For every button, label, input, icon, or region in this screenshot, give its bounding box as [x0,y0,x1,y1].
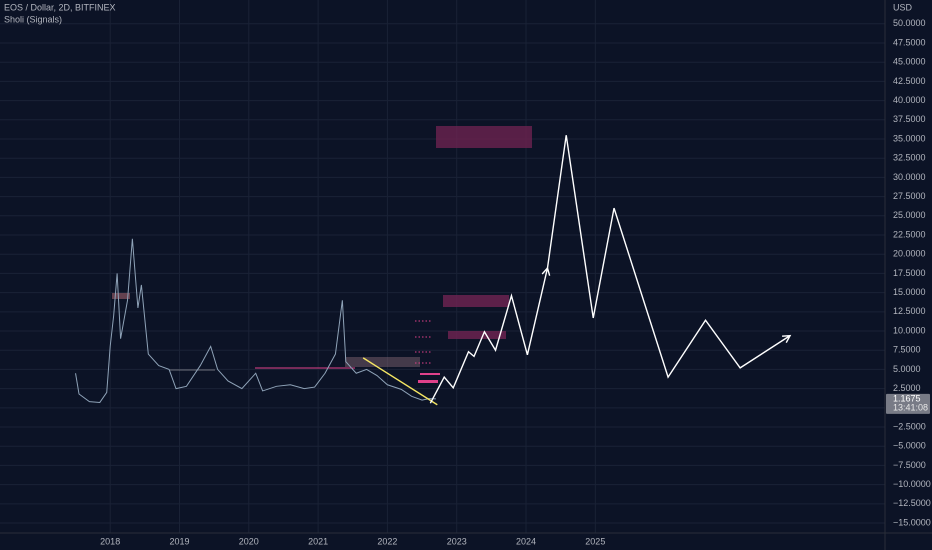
y-tick-label: 25.0000 [893,210,926,220]
y-tick-label: 42.5000 [893,76,926,86]
arrow-head [782,334,792,343]
zones [112,126,532,383]
y-tick-label: 30.0000 [893,172,926,182]
y-tick-label: −10.0000 [893,479,931,489]
y-tick-label: 47.5000 [893,37,926,47]
y-tick-label: −5.0000 [893,441,926,451]
y-tick-label: 20.0000 [893,249,926,259]
y-tick-label: 35.0000 [893,133,926,143]
zone [443,295,509,307]
zone [420,373,440,375]
y-tick-label: 12.5000 [893,306,926,316]
price-line [75,238,436,403]
y-tick-label: −15.0000 [893,517,931,527]
price-line [362,357,438,406]
y-tick-label: 32.5000 [893,153,926,163]
arrow-head [541,266,551,276]
y-tick-label: 5.0000 [893,364,921,374]
grid [0,0,885,533]
indicator-name: Sholi (Signals) [4,14,62,24]
y-tick-label: 17.5000 [893,268,926,278]
y-tick-label: −7.5000 [893,460,926,470]
y-tick-label: −2.5000 [893,421,926,431]
y-tick-label: 10.0000 [893,325,926,335]
x-tick-label: 2025 [585,536,605,546]
price-tag [886,393,930,414]
zone [112,293,130,299]
y-tick-label: 15.0000 [893,287,926,297]
x-tick-label: 2021 [308,536,328,546]
x-tick-label: 2023 [447,536,467,546]
x-tick-label: 2018 [100,536,120,546]
countdown: 13:41:08 [893,403,928,413]
price-axis [885,0,932,550]
y-tick-label: −12.5000 [893,498,931,508]
y-tick-label: 40.0000 [893,95,926,105]
y-tick-label: 27.5000 [893,191,926,201]
y-tick-label: 37.5000 [893,114,926,124]
zone [436,126,532,148]
zone [345,357,420,367]
x-tick-label: 2024 [516,536,536,546]
zone [418,380,438,383]
zone [448,331,506,339]
x-tick-label: 2020 [239,536,259,546]
x-tick-label: 2022 [377,536,397,546]
chart-title: EOS / Dollar, 2D, BITFINEX [4,2,116,12]
axis-unit: USD [893,2,913,12]
plot [75,135,792,406]
y-tick-label: 45.0000 [893,57,926,67]
y-tick-label: 22.5000 [893,229,926,239]
y-tick-label: 2.5000 [893,383,921,393]
y-tick-label: 7.5000 [893,345,921,355]
x-tick-label: 2019 [169,536,189,546]
y-tick-label: 50.0000 [893,18,926,28]
axes: −15.0000 −12.5000 −10.0000 −7.5000 −5.0000 −2… [100,18,931,546]
price-line [429,135,791,404]
price-tag-label: 1.1675 [893,394,921,404]
